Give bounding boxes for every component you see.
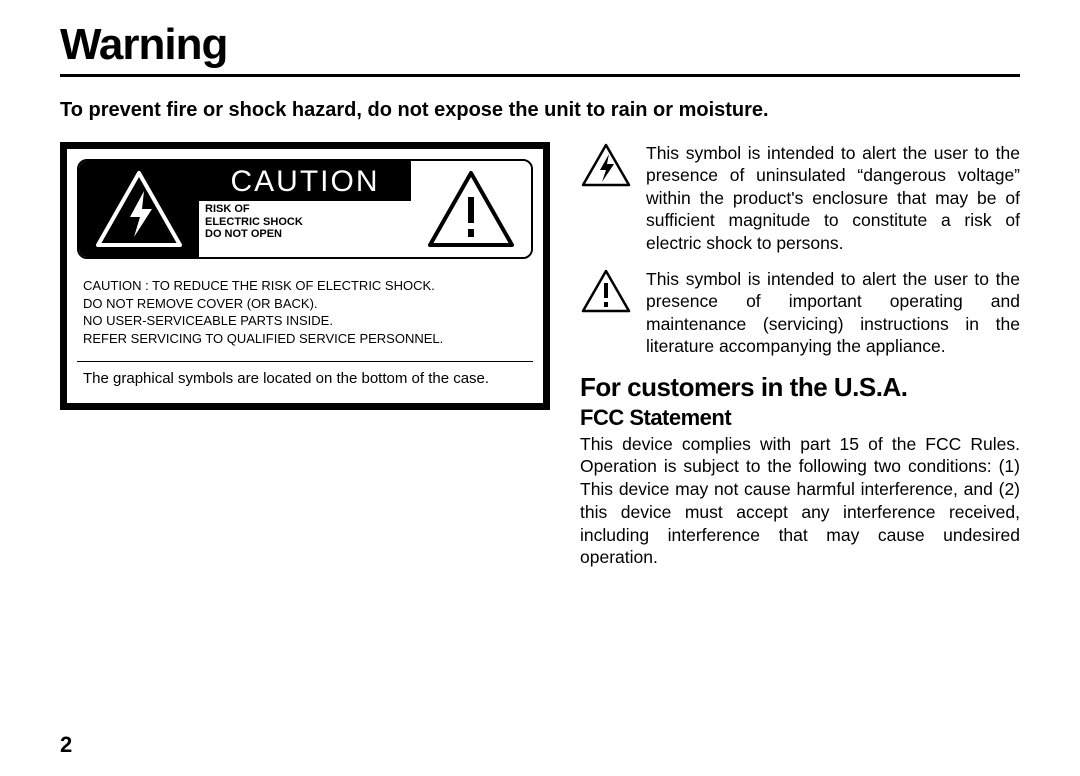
caution-line: REFER SERVICING TO QUALIFIED SERVICE PER…	[83, 330, 527, 348]
exclamation-triangle-icon	[580, 268, 632, 314]
risk-lines: RISK OF ELECTRIC SHOCK DO NOT OPEN	[199, 201, 411, 245]
caution-line: CAUTION : TO REDUCE THE RISK OF ELECTRIC…	[83, 277, 527, 295]
caution-center: CAUTION RISK OF ELECTRIC SHOCK DO NOT OP…	[199, 161, 411, 257]
page-title: Warning	[60, 20, 1020, 70]
exclamation-explanation-text: This symbol is intended to alert the use…	[646, 268, 1020, 358]
symbols-note: The graphical symbols are located on the…	[77, 362, 533, 391]
right-column: This symbol is intended to alert the use…	[580, 142, 1020, 569]
bolt-triangle-icon	[79, 161, 199, 257]
left-column: CAUTION RISK OF ELECTRIC SHOCK DO NOT OP…	[60, 142, 550, 569]
exclamation-triangle-icon	[411, 161, 531, 257]
bolt-explanation: This symbol is intended to alert the use…	[580, 142, 1020, 254]
bolt-triangle-icon	[580, 142, 632, 188]
caution-body: CAUTION : TO REDUCE THE RISK OF ELECTRIC…	[77, 259, 533, 361]
title-rule	[60, 74, 1020, 77]
page-number: 2	[60, 732, 72, 758]
fcc-body: This device complies with part 15 of the…	[580, 433, 1020, 570]
risk-line: ELECTRIC SHOCK	[205, 216, 405, 229]
caution-line: DO NOT REMOVE COVER (OR BACK).	[83, 295, 527, 313]
two-column-layout: CAUTION RISK OF ELECTRIC SHOCK DO NOT OP…	[60, 142, 1020, 569]
intro-warning: To prevent fire or shock hazard, do not …	[60, 99, 1020, 122]
fcc-heading: FCC Statement	[580, 405, 1020, 431]
exclamation-explanation: This symbol is intended to alert the use…	[580, 268, 1020, 358]
risk-line: DO NOT OPEN	[205, 228, 405, 241]
risk-line: RISK OF	[205, 203, 405, 216]
caution-line: NO USER-SERVICEABLE PARTS INSIDE.	[83, 312, 527, 330]
caution-box: CAUTION RISK OF ELECTRIC SHOCK DO NOT OP…	[60, 142, 550, 410]
usa-heading: For customers in the U.S.A.	[580, 372, 1020, 403]
caution-word: CAUTION	[199, 161, 411, 201]
bolt-explanation-text: This symbol is intended to alert the use…	[646, 142, 1020, 254]
caution-label: CAUTION RISK OF ELECTRIC SHOCK DO NOT OP…	[77, 159, 533, 259]
